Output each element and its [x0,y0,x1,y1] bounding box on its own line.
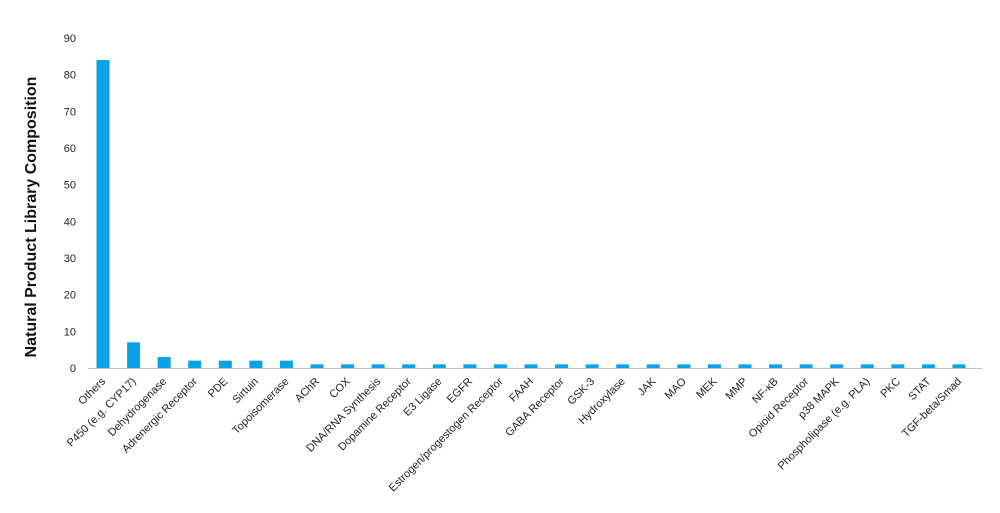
bar-mek [707,364,721,368]
bar-tgf-beta-smad [952,364,966,368]
x-category-label: FAAH [507,376,536,405]
x-category-label: PKC [878,376,903,401]
y-tick-label: 60 [64,143,76,155]
bar-mmp [738,364,752,368]
bar-estrogen-progestogen-receptor [493,364,507,368]
bar-gsk-3 [585,364,599,368]
x-category-label: AChR [293,376,322,405]
bar-jak [646,364,660,368]
x-category-label: Topoisomerase [230,376,291,437]
bar-egfr [463,364,477,368]
bar-dopamine-receptor [402,364,416,368]
y-tick-label: 10 [64,326,76,338]
bar-nf-b [769,364,783,368]
bar-achr [310,364,324,368]
bar-topoisomerase [279,360,293,368]
y-axis-title-group: Natural Product Library Composition [23,77,40,358]
x-category-label: STAT [906,375,933,402]
bar-cox [341,364,355,368]
x-category-label: COX [327,375,353,401]
bar-p450-e-g-cyp17 [127,342,141,368]
y-axis-ticks: 0 10 20 30 40 50 60 70 80 90 [64,33,76,375]
y-tick-label: 40 [64,216,76,228]
bar-e3-ligase [432,364,446,368]
bar-dehydrogenase [157,357,171,368]
y-tick-label: 70 [64,106,76,118]
y-tick-label: 80 [64,70,76,82]
y-tick-label: 0 [70,363,76,375]
bar-p38-mapk [830,364,844,368]
bar-adrenergic-receptor [188,360,202,368]
x-category-label: JAK [636,375,659,398]
bar-sirtuin [249,360,263,368]
x-category-label: MEK [694,375,720,401]
y-tick-label: 20 [64,290,76,302]
bar-others [96,60,110,368]
y-axis-label: Natural Product Library Composition [23,77,40,358]
x-category-label: MAO [663,375,690,402]
bar-gaba-receptor [555,364,569,368]
bars [96,60,966,368]
bar-faah [524,364,538,368]
bar-mao [677,364,691,368]
y-tick-label: 90 [64,33,76,45]
bar-hydroxylase [616,364,630,368]
bar-pkc [891,364,905,368]
bar-opioid-receptor [799,364,813,368]
bar-pde [218,360,232,368]
x-category-label: PDE [206,376,230,400]
bar-dna-rna-synthesis [371,364,385,368]
y-tick-label: 50 [64,180,76,192]
x-category-label: MMP [723,376,750,403]
bar-phospholipase-e-g-pla [860,364,874,368]
bar-stat [921,364,935,368]
y-tick-label: 30 [64,253,76,265]
